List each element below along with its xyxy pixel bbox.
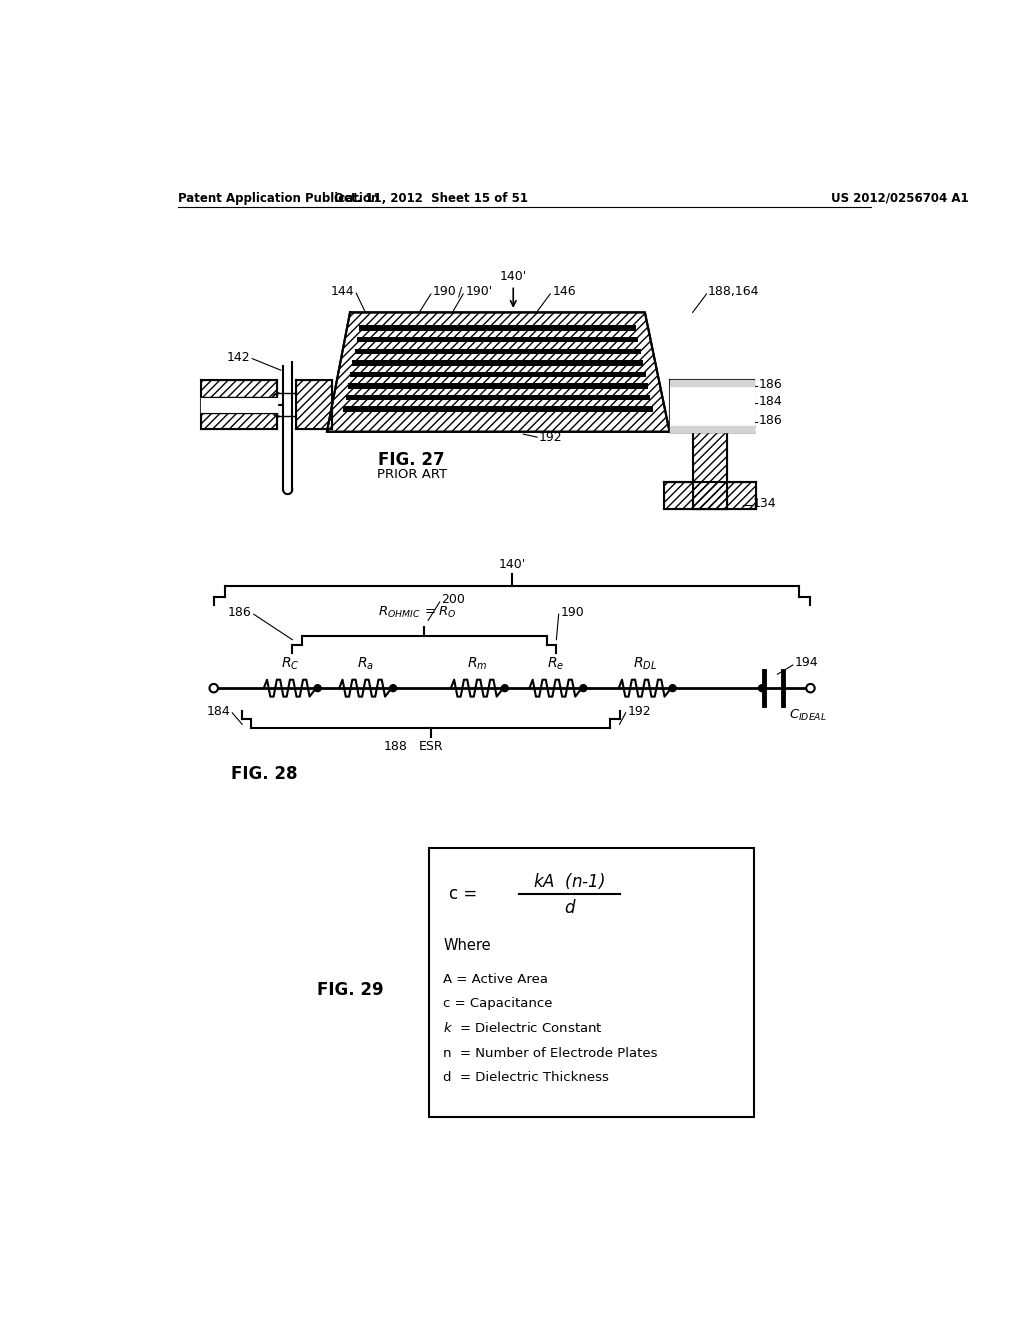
Text: 190: 190 — [433, 285, 457, 298]
Text: 186: 186 — [759, 413, 782, 426]
Text: 190': 190' — [466, 285, 493, 298]
Text: 194: 194 — [795, 656, 818, 669]
Text: A = Active Area: A = Active Area — [443, 973, 548, 986]
Bar — [429, 847, 755, 1117]
Text: Where: Where — [443, 937, 490, 953]
Text: $k$  = Dielectric Constant: $k$ = Dielectric Constant — [443, 1022, 603, 1035]
Text: 142: 142 — [226, 351, 250, 363]
Text: 140': 140' — [500, 269, 527, 282]
Bar — [202, 380, 276, 397]
Text: 192: 192 — [539, 430, 562, 444]
Text: 190: 190 — [560, 606, 584, 619]
Text: 184: 184 — [207, 705, 230, 718]
Text: $kA$  (n-1): $kA$ (n-1) — [534, 871, 605, 891]
Text: PRIOR ART: PRIOR ART — [377, 467, 446, 480]
Text: n  = Number of Electrode Plates: n = Number of Electrode Plates — [443, 1047, 657, 1060]
Bar — [692, 432, 727, 508]
Text: /: / — [458, 285, 462, 298]
Circle shape — [390, 685, 396, 692]
Text: 186: 186 — [759, 378, 782, 391]
Text: 134: 134 — [753, 496, 776, 510]
Text: $C_{IDEAL}$: $C_{IDEAL}$ — [788, 708, 826, 722]
Text: 186: 186 — [227, 606, 252, 619]
Circle shape — [669, 685, 676, 692]
Bar — [665, 482, 756, 508]
Text: $R_{DL}$: $R_{DL}$ — [633, 655, 657, 672]
Text: 188,164: 188,164 — [708, 285, 760, 298]
Text: c = Capacitance: c = Capacitance — [443, 998, 553, 1010]
Text: $R_C$: $R_C$ — [281, 655, 299, 672]
Text: $R_a$: $R_a$ — [357, 655, 374, 672]
Text: FIG. 28: FIG. 28 — [230, 766, 297, 783]
Text: FIG. 29: FIG. 29 — [316, 981, 384, 999]
Circle shape — [314, 685, 322, 692]
Text: $R_e$: $R_e$ — [547, 655, 564, 672]
Circle shape — [806, 684, 815, 693]
Circle shape — [210, 684, 218, 693]
Text: 144: 144 — [330, 285, 354, 298]
Text: Patent Application Publication: Patent Application Publication — [178, 191, 380, 205]
Polygon shape — [327, 313, 670, 432]
Text: $= R_O$: $= R_O$ — [422, 605, 457, 620]
Text: $R_{OHMIC}$: $R_{OHMIC}$ — [378, 605, 421, 620]
Bar — [296, 380, 333, 429]
Bar — [202, 412, 276, 429]
Text: 140': 140' — [499, 557, 525, 570]
Text: Oct. 11, 2012  Sheet 15 of 51: Oct. 11, 2012 Sheet 15 of 51 — [334, 191, 527, 205]
Text: FIG. 27: FIG. 27 — [378, 451, 444, 469]
Text: ESR: ESR — [419, 741, 443, 754]
Text: 184: 184 — [759, 395, 782, 408]
Text: 188: 188 — [384, 741, 408, 754]
Text: c =: c = — [449, 884, 477, 903]
Text: $R_m$: $R_m$ — [467, 655, 487, 672]
Text: 200: 200 — [441, 593, 465, 606]
Text: d  = Dielectric Thickness: d = Dielectric Thickness — [443, 1071, 609, 1084]
Text: 146: 146 — [553, 285, 577, 298]
Circle shape — [580, 685, 587, 692]
Circle shape — [502, 685, 508, 692]
Text: US 2012/0256704 A1: US 2012/0256704 A1 — [831, 191, 969, 205]
Text: d: d — [564, 899, 574, 916]
Circle shape — [759, 685, 765, 692]
Text: 192: 192 — [628, 705, 651, 718]
